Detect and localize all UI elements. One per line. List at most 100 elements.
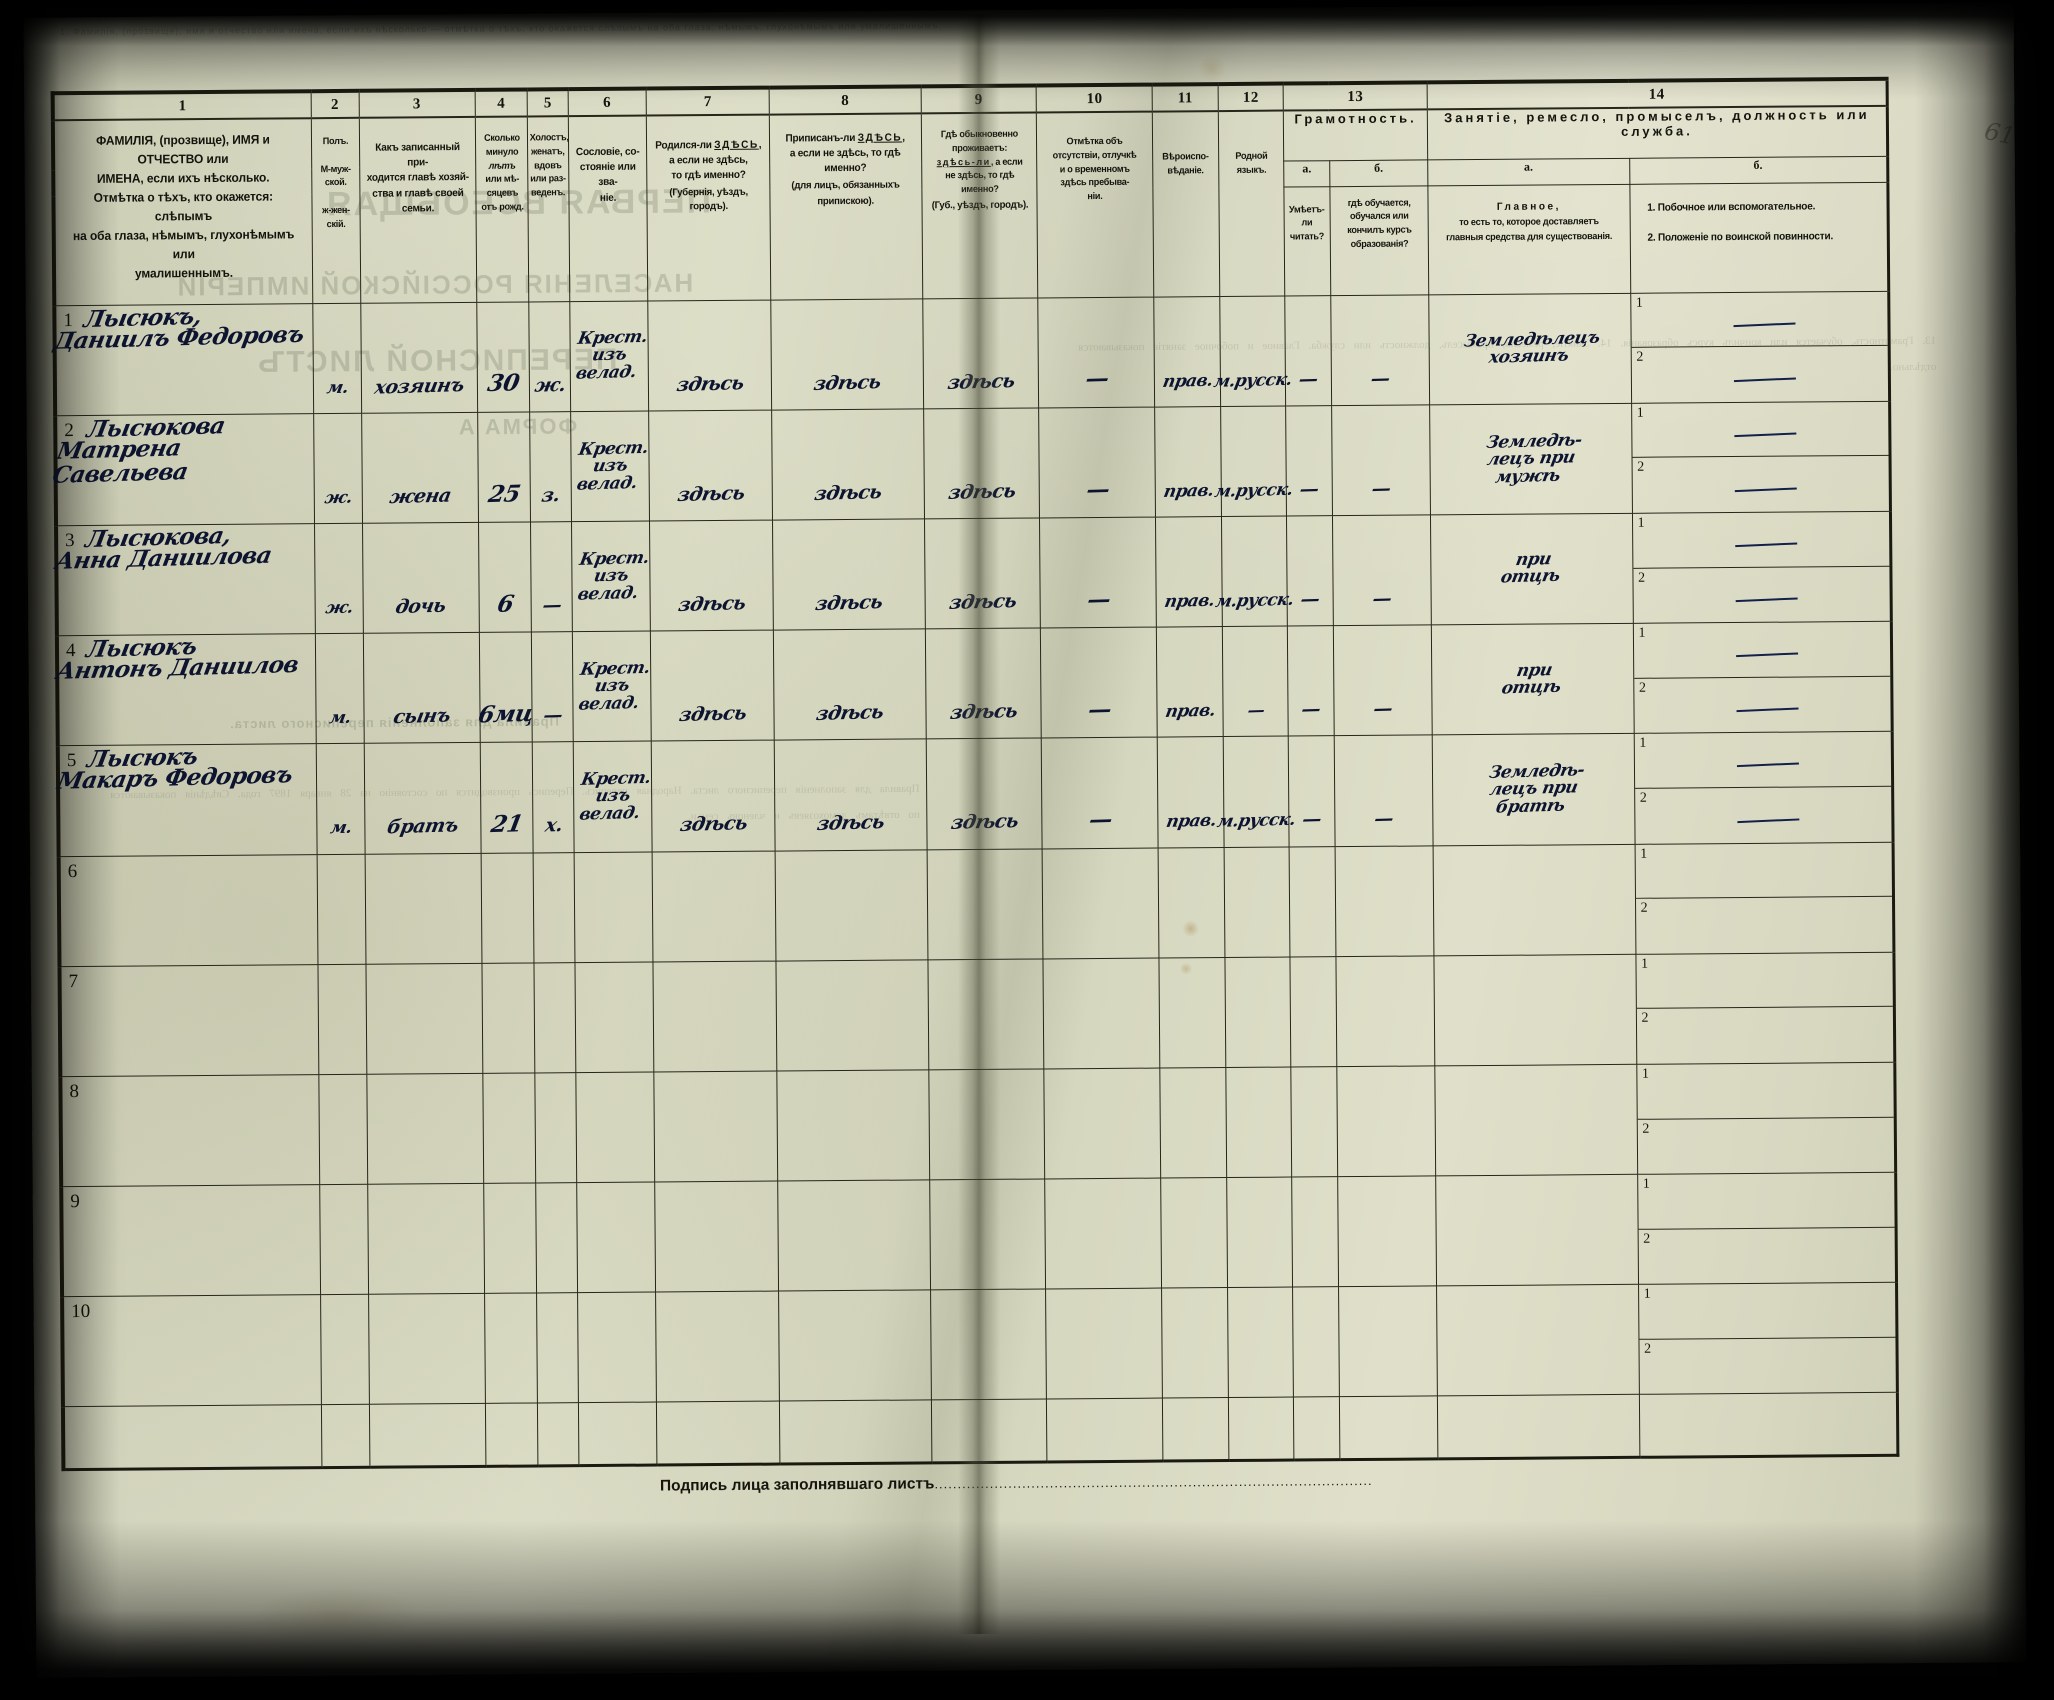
cell-language[interactable]	[1224, 956, 1292, 1068]
cell-age[interactable]	[482, 1072, 537, 1184]
cell-absence[interactable]: —	[1039, 406, 1156, 519]
cell-sex[interactable]: ж.	[313, 413, 363, 524]
cell-absence[interactable]: —	[1038, 296, 1155, 408]
cell-language[interactable]: —	[1222, 626, 1289, 737]
occupation-military-2[interactable]: 2	[1639, 1338, 1896, 1395]
cell-absence[interactable]	[1045, 1178, 1162, 1290]
cell-age[interactable]: 25	[477, 411, 531, 523]
cell-born-here[interactable]	[654, 1181, 779, 1293]
cell-born-here[interactable]: здѣсь	[650, 630, 775, 742]
cell-marital[interactable]: ж.	[529, 301, 571, 412]
cell-religion[interactable]	[1158, 847, 1225, 958]
cell-born-here[interactable]	[651, 850, 777, 962]
occupation-side-1[interactable]: 1	[1633, 622, 1891, 679]
cell-marital[interactable]: з.	[530, 411, 572, 523]
cell-occupation-main[interactable]: при отцѣ	[1430, 513, 1633, 626]
cell-religion[interactable]: прав.	[1154, 296, 1221, 407]
occupation-side-1[interactable]: 1	[1637, 1172, 1895, 1230]
occupation-side-1[interactable]: 1	[1635, 842, 1892, 899]
cell-language[interactable]	[1225, 1066, 1293, 1178]
cell-occupation-main[interactable]	[1433, 843, 1636, 956]
cell-literacy-a[interactable]: —	[1286, 405, 1333, 517]
cell-literacy-b[interactable]	[1338, 1286, 1438, 1398]
table-row[interactable]: 4 Лысюкъ Антонъ Даниилов м. сынъ 6мц — Крест. из…	[54, 621, 1893, 747]
occupation-side-1[interactable]: 1	[1636, 952, 1893, 1010]
cell-name[interactable]: 6	[58, 854, 318, 967]
cell-literacy-a[interactable]: —	[1285, 295, 1332, 406]
cell-literacy-b[interactable]: —	[1333, 625, 1433, 737]
cell-relation[interactable]: дочь	[362, 522, 479, 634]
cell-literacy-a[interactable]: —	[1287, 625, 1334, 737]
cell-name[interactable]: 1 Лысюкъ, Даниилъ Федоровъ	[52, 302, 314, 416]
cell-literacy-b[interactable]	[1334, 845, 1434, 957]
cell-literacy-b[interactable]: —	[1330, 294, 1430, 406]
cell-literacy-b[interactable]: —	[1333, 735, 1434, 847]
cell-literacy-a[interactable]	[1292, 1176, 1339, 1288]
cell-estate[interactable]	[575, 1071, 655, 1183]
cell-age[interactable]	[484, 1293, 538, 1404]
cell-sex[interactable]	[317, 964, 367, 1075]
cell-relation[interactable]: братъ	[363, 742, 481, 854]
cell-resides-here[interactable]: здѣсь	[923, 407, 1040, 519]
cell-born-here[interactable]	[652, 960, 778, 1072]
cell-sex[interactable]	[320, 1294, 370, 1406]
occupation-military-2[interactable]: 2	[1632, 456, 1889, 513]
occupation-military-2[interactable]: 2	[1635, 787, 1892, 844]
cell-estate[interactable]: Крест. изъ велад.	[570, 410, 650, 522]
cell-occupation-main[interactable]	[1435, 1174, 1639, 1287]
cell-name[interactable]: 9	[61, 1184, 321, 1297]
cell-religion[interactable]	[1160, 1067, 1227, 1179]
cell-name[interactable]: 4 Лысюкъ Антонъ Даниилов	[54, 633, 317, 747]
cell-absence[interactable]	[1044, 1067, 1162, 1180]
cell-occupation-main[interactable]: Земледѣ-лецъ при мужѣ	[1429, 403, 1633, 515]
cell-literacy-b[interactable]: —	[1331, 404, 1431, 516]
cell-relation[interactable]: жена	[361, 412, 479, 524]
cell-language[interactable]: м.русск.	[1212, 295, 1294, 407]
cell-registered-here[interactable]	[775, 849, 928, 961]
cell-language[interactable]	[1227, 1287, 1294, 1398]
cell-resides-here[interactable]	[926, 848, 1044, 960]
cell-relation[interactable]	[366, 1073, 484, 1185]
cell-registered-here[interactable]	[778, 1179, 931, 1292]
occupation-side-1[interactable]: 1	[1630, 291, 1888, 349]
cell-name[interactable]: 3 Лысюкова, Анна Даниилова	[53, 522, 316, 636]
cell-sex[interactable]: м.	[315, 633, 364, 745]
cell-estate[interactable]: Крест. изъ велад.	[569, 300, 649, 412]
table-row[interactable]: 3 Лысюкова, Анна Даниилова ж. дочь 6 — Крест. из…	[53, 511, 1892, 636]
cell-name[interactable]: 10	[62, 1294, 322, 1408]
cell-estate[interactable]: Крест. изъ велад.	[571, 521, 650, 632]
cell-born-here[interactable]: здѣсь	[651, 740, 776, 852]
cell-literacy-b[interactable]	[1336, 1065, 1436, 1177]
cell-sex[interactable]: м.	[316, 743, 365, 855]
cell-estate[interactable]	[577, 1292, 657, 1404]
occupation-military-2[interactable]: 2	[1633, 566, 1890, 623]
cell-marital[interactable]	[536, 1182, 578, 1294]
cell-resides-here[interactable]: здѣсь	[925, 738, 1043, 850]
cell-occupation-main[interactable]: при отцѣ	[1431, 623, 1634, 736]
cell-name[interactable]: 8	[60, 1074, 320, 1187]
cell-registered-here[interactable]	[778, 1290, 931, 1402]
table-row[interactable]: 10 1 2	[62, 1282, 1898, 1408]
cell-occupation-main[interactable]: Земледѣ-лецъ при братѣ	[1432, 733, 1635, 846]
cell-marital[interactable]	[533, 852, 575, 963]
cell-registered-here[interactable]: здѣсь	[771, 408, 925, 521]
cell-resides-here[interactable]	[928, 1068, 1046, 1180]
cell-estate[interactable]: Крест. изъ велад.	[572, 631, 651, 743]
occupation-side-1[interactable]: 1	[1632, 511, 1890, 569]
cell-age[interactable]: 6мц	[476, 632, 536, 743]
occupation-side-1[interactable]: 1	[1631, 401, 1889, 459]
table-row[interactable]: 1 Лысюкъ, Даниилъ Федоровъ м. хозяинъ 30 ж. Кре…	[52, 291, 1890, 416]
cell-language[interactable]: м.русск.	[1216, 736, 1297, 848]
cell-literacy-a[interactable]: —	[1288, 736, 1335, 847]
cell-relation[interactable]: сынъ	[363, 632, 480, 744]
